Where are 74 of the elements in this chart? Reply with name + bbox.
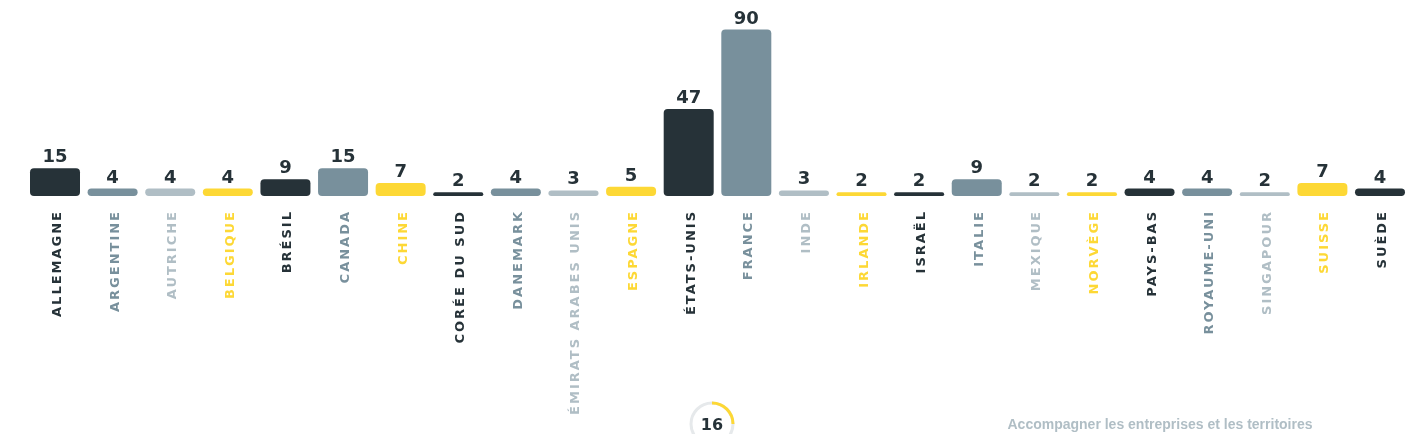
bar: [318, 168, 369, 196]
x-tick-label: BRÉSIL: [279, 210, 295, 274]
x-tick-label: PAYS-BAS: [1143, 210, 1159, 297]
x-tick-label: BELGIQUE: [221, 210, 237, 300]
x-tick-label: ISRAËL: [913, 210, 929, 274]
bar: [260, 179, 311, 196]
x-tick-label: ARGENTINE: [106, 210, 122, 312]
data-label: 3: [797, 167, 811, 189]
x-tick-label: SINGAPOUR: [1258, 210, 1274, 315]
bar: [548, 190, 599, 196]
bar: [778, 190, 829, 196]
data-label: 4: [163, 165, 177, 187]
data-label: 9: [279, 156, 292, 178]
bar: [721, 29, 772, 196]
data-label: 9: [970, 156, 983, 178]
x-tick-label: CANADA: [337, 210, 353, 284]
text: 16: [700, 415, 724, 434]
data-label: 4: [509, 165, 523, 187]
data-label: 2: [1085, 169, 1099, 191]
bar: [1066, 192, 1117, 196]
data-label: 4: [221, 165, 235, 187]
x-tick-label: SUISSE: [1316, 210, 1332, 274]
x-tick-label: INDE: [797, 210, 813, 254]
bar: [202, 188, 253, 196]
data-label: 2: [855, 169, 868, 191]
data-label: 4: [1373, 165, 1387, 187]
data-label: 7: [1316, 160, 1329, 182]
data-label: 5: [624, 163, 638, 185]
bar: [1239, 192, 1290, 196]
x-tick-label: NORVÈGE: [1085, 210, 1101, 295]
x-tick-label: ALLEMAGNE: [49, 210, 64, 317]
bar: [1009, 192, 1060, 196]
bar: [894, 192, 945, 196]
x-tick-label: ÉMIRATS ARABES UNIS: [567, 210, 583, 415]
data-label: 3: [567, 167, 580, 189]
bar: [951, 179, 1002, 196]
bar: [1297, 183, 1348, 196]
bar: [30, 168, 80, 196]
x-tick-label: DANEMARK: [509, 210, 525, 310]
data-label: 2: [1258, 169, 1272, 191]
x-tick-label: FRANCE: [740, 210, 756, 281]
x-tick-label: AUTRICHE: [164, 210, 180, 300]
data-label: 2: [452, 169, 465, 191]
x-tick-label: ESPAGNE: [625, 210, 641, 292]
x-tick-label: MEXIQUE: [1028, 210, 1044, 292]
x-tick-label: SUÈDE: [1374, 210, 1389, 269]
x-tick-label: ROYAUME-UNI: [1201, 210, 1217, 335]
x-tick-label: ÉTATS-UNIS: [682, 210, 698, 316]
data-label: 47: [676, 86, 702, 108]
bar: [836, 192, 887, 196]
bar: [663, 109, 714, 196]
bar: [490, 188, 541, 196]
data-label: 4: [1200, 165, 1214, 187]
bar: [87, 188, 138, 196]
x-tick-label: CHINE: [394, 210, 410, 266]
bar: [433, 192, 484, 196]
data-label: 4: [106, 165, 119, 187]
x-tick-label: CORÉE DU SUD: [452, 210, 468, 344]
bar: [606, 186, 657, 196]
bar: [1124, 188, 1175, 196]
data-label: 15: [42, 145, 68, 167]
bar: [1355, 188, 1405, 196]
bar: [1182, 188, 1233, 196]
data-label: 2: [1028, 169, 1041, 191]
bar: [375, 183, 426, 196]
data-label: 90: [733, 6, 759, 28]
x-tick-label: IRLANDE: [855, 210, 871, 288]
data-label: 15: [330, 145, 356, 167]
data-label: 7: [394, 160, 407, 182]
data-label: 2: [912, 169, 926, 191]
text: Accompagner les entreprises et les territoires: [1007, 416, 1313, 432]
bar: [145, 188, 196, 196]
x-tick-label: ITALIE: [970, 210, 986, 267]
data-label: 4: [1143, 165, 1156, 187]
